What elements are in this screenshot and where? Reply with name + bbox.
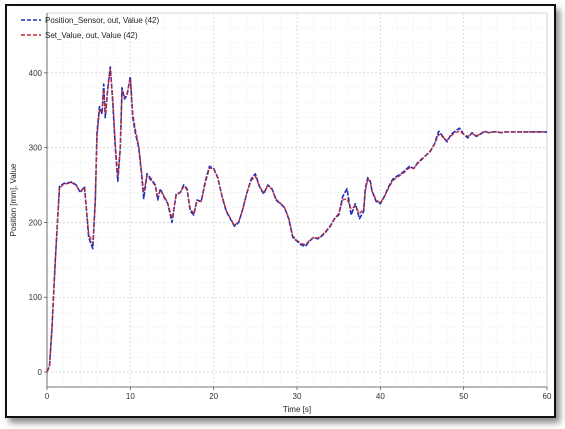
legend-label-position-sensor: Position_Sensor, out, Value (42): [45, 16, 159, 25]
y-axis: 0 100 200 300 400: [29, 13, 48, 387]
y-tick-label: 0: [38, 368, 43, 377]
y-axis-label: Position [mm], Value: [9, 163, 18, 236]
y-tick-label: 400: [29, 69, 43, 78]
x-axis-label: Time [s]: [283, 405, 311, 414]
x-tick-label: 40: [376, 392, 385, 401]
legend: Position_Sensor, out, Value (42) Set_Val…: [21, 16, 159, 40]
series-lines: [46, 66, 547, 373]
legend-label-set-value: Set_Value, out, Value (42): [45, 31, 138, 40]
line-chart: 0 10 20 30 40 50 60 0 100 200 300 400 Time [s] Pos…: [9, 12, 552, 414]
y-tick-label: 200: [29, 218, 43, 227]
x-tick-label: 50: [459, 392, 468, 401]
x-tick-label: 10: [126, 392, 135, 401]
x-axis: 0 10 20 30 40 50 60: [45, 386, 552, 401]
chart-frame: 0 10 20 30 40 50 60 0 100 200 300 400 Time [s] Pos…: [5, 4, 556, 418]
x-tick-label: 60: [543, 392, 552, 401]
y-tick-label: 300: [29, 144, 43, 153]
y-tick-label: 100: [29, 293, 43, 302]
x-tick-label: 30: [293, 392, 302, 401]
x-tick-label: 0: [45, 392, 50, 401]
series-line-position-sensor: [46, 66, 547, 373]
plot-area: [46, 12, 548, 388]
x-tick-label: 20: [209, 392, 218, 401]
series-line-set-value: [46, 68, 547, 373]
